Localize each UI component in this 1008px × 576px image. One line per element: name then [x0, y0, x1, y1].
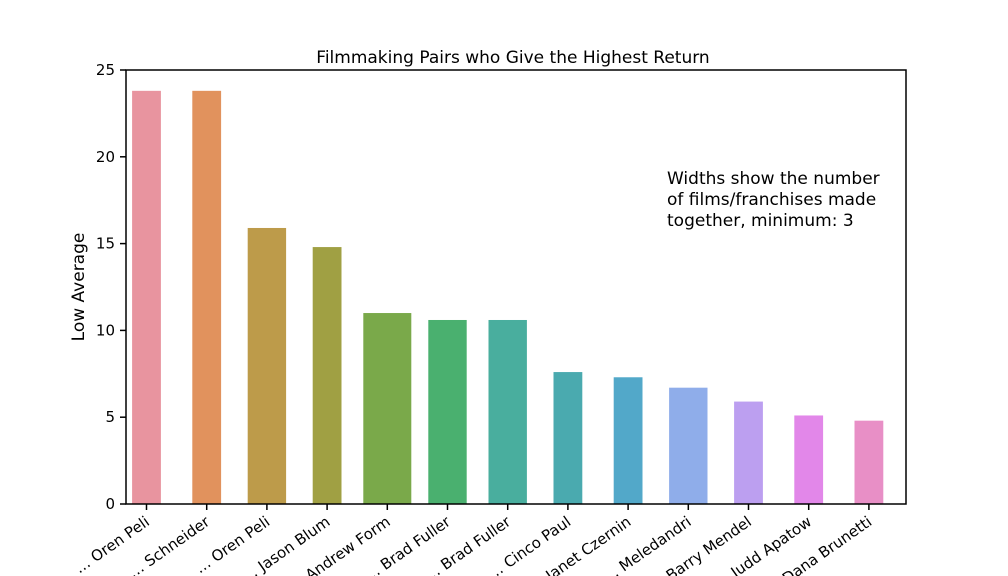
bar-5 — [363, 313, 412, 504]
y-axis-label: Low Average — [69, 233, 89, 342]
y-tick-label-4: 15 — [96, 235, 115, 253]
bar-7 — [488, 319, 527, 504]
y-tick-label-3: 10 — [96, 321, 115, 339]
y-tick-label-5: 20 — [96, 148, 115, 166]
annotation-line-1: Widths show the number — [667, 169, 880, 189]
bar-3 — [247, 227, 287, 504]
bar-11 — [734, 401, 763, 504]
width-annotation: Widths show the number of films/franchise… — [667, 169, 880, 231]
plot-frame — [125, 69, 907, 505]
annotation-line-3: together, minimum: 3 — [667, 211, 854, 231]
bar-12 — [794, 415, 824, 504]
y-tick-label-1: 0 — [105, 495, 115, 513]
y-tick-label-6: 25 — [96, 61, 115, 79]
bar-1 — [132, 90, 161, 504]
bar-13 — [854, 420, 884, 504]
bar-9 — [613, 377, 643, 504]
annotation-line-2: of films/franchises made — [667, 190, 876, 210]
bar-2 — [192, 90, 222, 504]
x-axis: … Oren Peli… Schneider… Oren Peli… Jason… — [71, 504, 875, 576]
y-axis: 0 5 10 15 20 25 — [96, 61, 126, 513]
bar-6 — [428, 319, 467, 504]
chart-title: Filmmaking Pairs who Give the Highest Re… — [316, 48, 709, 68]
bars-group — [132, 90, 884, 504]
bar-10 — [669, 387, 708, 504]
y-tick-label-2: 5 — [105, 408, 115, 426]
bar-8 — [553, 372, 583, 504]
bar-4 — [312, 247, 342, 504]
